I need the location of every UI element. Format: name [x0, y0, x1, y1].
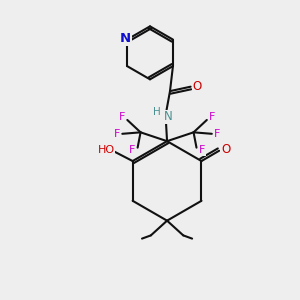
Text: F: F [214, 129, 220, 139]
Text: F: F [114, 129, 120, 139]
Text: O: O [221, 143, 230, 156]
Text: O: O [193, 80, 202, 93]
Text: N: N [120, 32, 131, 46]
Text: N: N [164, 110, 172, 123]
Text: F: F [199, 145, 206, 155]
Text: F: F [128, 145, 135, 155]
Text: F: F [209, 112, 215, 122]
Text: HO: HO [98, 145, 115, 155]
Text: H: H [154, 107, 161, 117]
Text: F: F [119, 112, 125, 122]
